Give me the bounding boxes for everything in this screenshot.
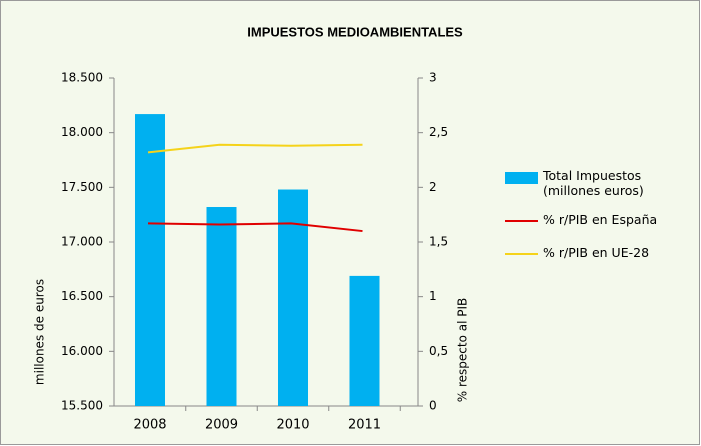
line-series bbox=[147, 143, 363, 154]
legend: Total Impuestos (millones euros) % r/PIB … bbox=[505, 168, 685, 278]
y2-tick-label: 0 bbox=[429, 399, 437, 413]
x-tick-label: 2009 bbox=[205, 418, 238, 433]
x-tick-label: 2008 bbox=[133, 418, 166, 433]
legend-item: % r/PIB en UE-28 bbox=[505, 245, 685, 260]
legend-swatch bbox=[505, 172, 538, 184]
y2-axis-title: % respecto al PIB bbox=[456, 298, 470, 403]
legend-item: Total Impuestos (millones euros) bbox=[505, 168, 685, 198]
bar bbox=[206, 207, 237, 406]
x-tick-label: 2010 bbox=[276, 418, 309, 433]
y-tick-label: 16.000 bbox=[61, 344, 103, 358]
y2-tick-label: 2 bbox=[429, 180, 437, 194]
y-tick-label: 17.000 bbox=[61, 235, 103, 249]
legend-swatch bbox=[505, 220, 538, 222]
y-tick-label: 15.500 bbox=[61, 399, 103, 413]
bar bbox=[135, 114, 165, 406]
x-tick-label: 2011 bbox=[348, 418, 381, 433]
y2-tick-label: 0,5 bbox=[429, 344, 448, 358]
y2-tick-label: 1 bbox=[429, 289, 437, 303]
legend-label: Total Impuestos (millones euros) bbox=[543, 168, 644, 198]
y2-tick-label: 3 bbox=[429, 71, 437, 85]
y-axis-title: millones de euros bbox=[33, 279, 47, 385]
bar bbox=[349, 275, 380, 406]
y-tick-label: 17.500 bbox=[61, 180, 103, 194]
legend-swatch bbox=[505, 253, 538, 255]
chart-title: IMPUESTOS MEDIOAMBIENTALES bbox=[247, 24, 463, 39]
y-tick-label: 18.500 bbox=[61, 71, 103, 85]
y-tick-label: 16.500 bbox=[61, 289, 103, 303]
bar bbox=[278, 189, 308, 406]
legend-label: % r/PIB en España bbox=[543, 212, 658, 227]
legend-item: % r/PIB en España bbox=[505, 212, 685, 227]
y2-tick-label: 2,5 bbox=[429, 125, 448, 139]
line-series bbox=[147, 222, 363, 233]
y-tick-label: 18.000 bbox=[61, 125, 103, 139]
legend-label: % r/PIB en UE-28 bbox=[543, 245, 650, 260]
y2-tick-label: 1,5 bbox=[429, 235, 448, 249]
